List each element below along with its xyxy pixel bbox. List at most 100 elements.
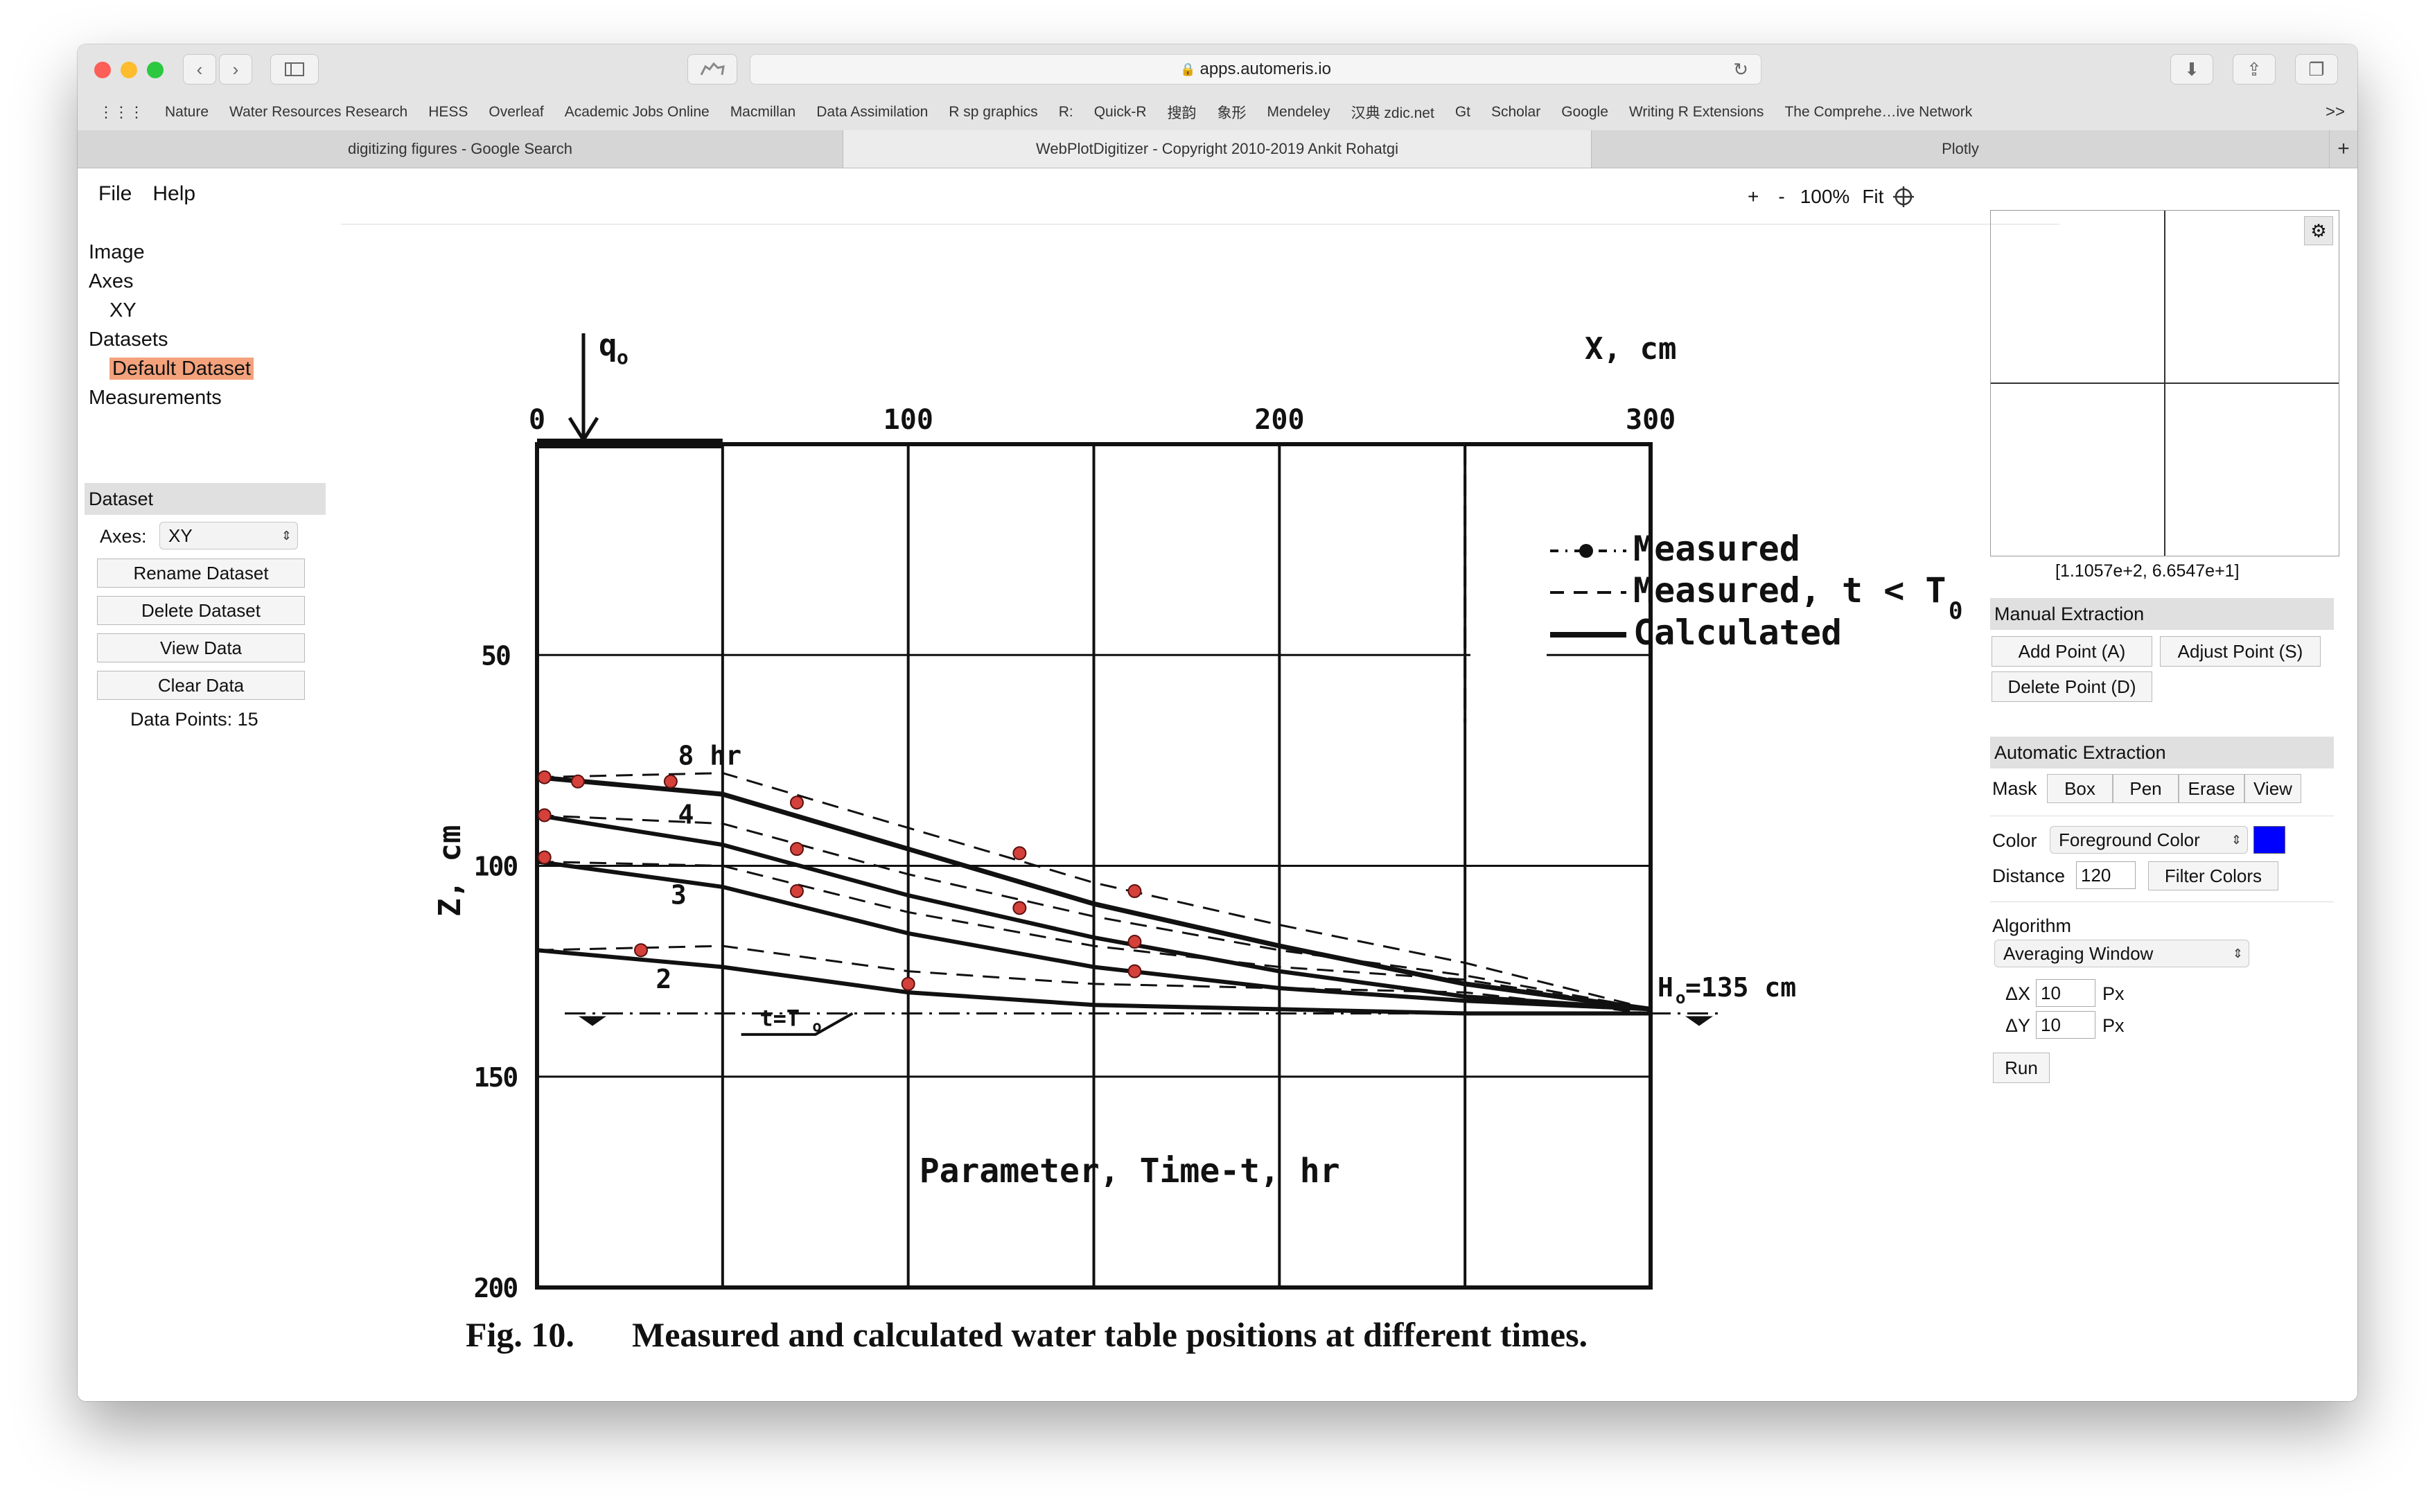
magnifier-settings-button[interactable]: ⚙ — [2304, 216, 2333, 245]
bookmark-item[interactable]: The Comprehe…ive Network — [1784, 104, 1973, 120]
bookmark-item[interactable]: Mendeley — [1267, 104, 1330, 120]
menu-help[interactable]: Help — [152, 182, 196, 205]
clear-data-button[interactable]: Clear Data — [97, 671, 305, 700]
digitized-point[interactable] — [570, 774, 585, 789]
bookmark-item[interactable]: Overleaf — [489, 104, 544, 120]
minimize-window-button[interactable] — [121, 62, 137, 78]
back-button[interactable]: ‹ — [183, 54, 216, 85]
bookmark-item[interactable]: Scholar — [1491, 104, 1541, 120]
project-tree: Image Axes XY Datasets Default Dataset M… — [89, 238, 254, 412]
bookmark-item[interactable]: 象形 — [1217, 105, 1247, 121]
bookmark-item[interactable]: Water Resources Research — [229, 104, 408, 120]
digitized-point[interactable] — [1012, 901, 1027, 915]
plot-canvas[interactable]: 0 100 200 300 50 100 150 200 X, cm Z, cm q o Measure… — [341, 252, 2073, 1360]
bookmark-item[interactable]: Academic Jobs Online — [564, 104, 710, 120]
zoom-in-button[interactable]: + — [1748, 186, 1759, 207]
digitized-point[interactable] — [789, 884, 804, 899]
bookmark-item[interactable]: Gt — [1454, 104, 1470, 120]
water-level-marker — [579, 1016, 606, 1026]
tree-item-datasets[interactable]: Datasets — [89, 328, 168, 351]
tree-item-xy[interactable]: XY — [109, 299, 137, 322]
forward-button[interactable]: › — [219, 54, 252, 85]
address-bar[interactable]: 🔒 apps.automeris.io ↻ — [750, 54, 1761, 85]
tree-item-image[interactable]: Image — [89, 241, 145, 263]
canvas-divider — [341, 224, 2059, 225]
distance-input[interactable]: 120 — [2076, 861, 2136, 889]
bookmark-item[interactable]: Quick-R — [1093, 104, 1147, 120]
tab-plotly[interactable]: Plotly — [1592, 130, 2330, 168]
close-window-button[interactable] — [94, 62, 111, 78]
automatic-extraction-header: Automatic Extraction — [1990, 737, 2334, 768]
tab-google-search[interactable]: digitizing figures - Google Search — [78, 130, 843, 168]
share-button[interactable]: ⇪ — [2233, 54, 2276, 85]
digitized-point[interactable] — [1012, 846, 1027, 861]
algorithm-select[interactable]: Averaging Window ⇕ — [1994, 940, 2249, 967]
digitized-point[interactable] — [1127, 964, 1142, 978]
new-tab-button[interactable]: + — [2337, 137, 2350, 160]
bookmark-item[interactable]: Macmillan — [730, 104, 796, 120]
filter-colors-button[interactable]: Filter Colors — [2148, 861, 2278, 890]
y-tick-label: 150 — [474, 1062, 518, 1093]
tree-item-measurements[interactable]: Measurements — [89, 387, 222, 409]
digitized-point[interactable] — [1127, 935, 1142, 949]
digitized-point[interactable] — [537, 770, 552, 784]
x-tick-label: 100 — [884, 404, 933, 436]
bookmark-item[interactable]: 汉典 zdic.net — [1351, 105, 1434, 121]
bookmark-item[interactable]: 搜韵 — [1167, 105, 1197, 121]
share-icon: ⇪ — [2247, 58, 2262, 80]
color-swatch[interactable] — [2253, 826, 2285, 854]
bookmark-item[interactable]: HESS — [428, 104, 468, 120]
dx-input[interactable]: 10 — [2036, 979, 2095, 1007]
reload-icon[interactable]: ↻ — [1733, 58, 1748, 80]
bookmark-item[interactable]: Writing R Extensions — [1628, 104, 1764, 120]
legend-gap — [1470, 647, 1547, 757]
fit-button[interactable]: Fit — [1862, 186, 1884, 207]
zoom-window-button[interactable] — [147, 62, 164, 78]
mask-pen-button[interactable]: Pen — [2113, 774, 2179, 803]
adjust-point-button[interactable]: Adjust Point (S) — [2160, 636, 2321, 667]
digitized-point[interactable] — [663, 774, 678, 789]
delete-dataset-button[interactable]: Delete Dataset — [97, 596, 305, 625]
delete-point-button[interactable]: Delete Point (D) — [1992, 671, 2152, 702]
dy-input[interactable]: 10 — [2036, 1011, 2095, 1039]
bookmarks-overflow-button[interactable]: >> — [2325, 103, 2345, 121]
curve-label: 8 hr — [678, 740, 742, 771]
digitized-point[interactable] — [1127, 884, 1142, 899]
tree-item-default-dataset[interactable]: Default Dataset — [109, 358, 254, 380]
axes-select[interactable]: XY ⇕ — [159, 522, 298, 550]
rename-dataset-button[interactable]: Rename Dataset — [97, 559, 305, 588]
mask-box-button[interactable]: Box — [2047, 774, 2113, 803]
menu-file[interactable]: File — [98, 182, 132, 205]
head-label: H — [1658, 972, 1673, 1003]
bookmark-item[interactable]: Google — [1561, 104, 1608, 120]
mask-view-button[interactable]: View — [2244, 774, 2301, 803]
downloads-button[interactable]: ⬇ — [2170, 54, 2213, 85]
bookmark-item[interactable]: R: — [1058, 104, 1073, 120]
digitized-point[interactable] — [537, 808, 552, 823]
x-tick-label: 200 — [1254, 404, 1304, 436]
apps-grid-icon[interactable]: ⋮⋮⋮ — [98, 103, 144, 121]
digitized-point[interactable] — [789, 842, 804, 856]
bookmark-item[interactable]: Data Assimilation — [816, 104, 929, 120]
run-button[interactable]: Run — [1993, 1053, 2050, 1083]
add-point-button[interactable]: Add Point (A) — [1992, 636, 2152, 667]
color-mode-select[interactable]: Foreground Color ⇕ — [2050, 826, 2248, 854]
tabs-overview-button[interactable]: ❐ — [2295, 54, 2338, 85]
digitized-point[interactable] — [633, 943, 648, 958]
view-data-button[interactable]: View Data — [97, 633, 305, 662]
algorithm-value: Averaging Window — [2003, 942, 2154, 964]
color-mode-value: Foreground Color — [2059, 829, 2200, 850]
bookmark-item[interactable]: R sp graphics — [949, 104, 1038, 120]
mask-erase-button[interactable]: Erase — [2179, 774, 2244, 803]
extension-button[interactable] — [687, 54, 737, 85]
crosshair-icon[interactable] — [1892, 185, 1915, 209]
zoom-out-button[interactable]: - — [1778, 186, 1785, 207]
tab-webplotdigitizer[interactable]: WebPlotDigitizer - Copyright 2010-2019 A… — [843, 130, 1592, 168]
bookmark-item[interactable]: Nature — [165, 104, 209, 120]
sidebar-toggle-button[interactable] — [270, 54, 319, 85]
digitized-point[interactable] — [789, 795, 804, 810]
tree-item-axes[interactable]: Axes — [89, 270, 134, 292]
digitized-point[interactable] — [537, 850, 552, 865]
digitized-point[interactable] — [901, 976, 915, 991]
